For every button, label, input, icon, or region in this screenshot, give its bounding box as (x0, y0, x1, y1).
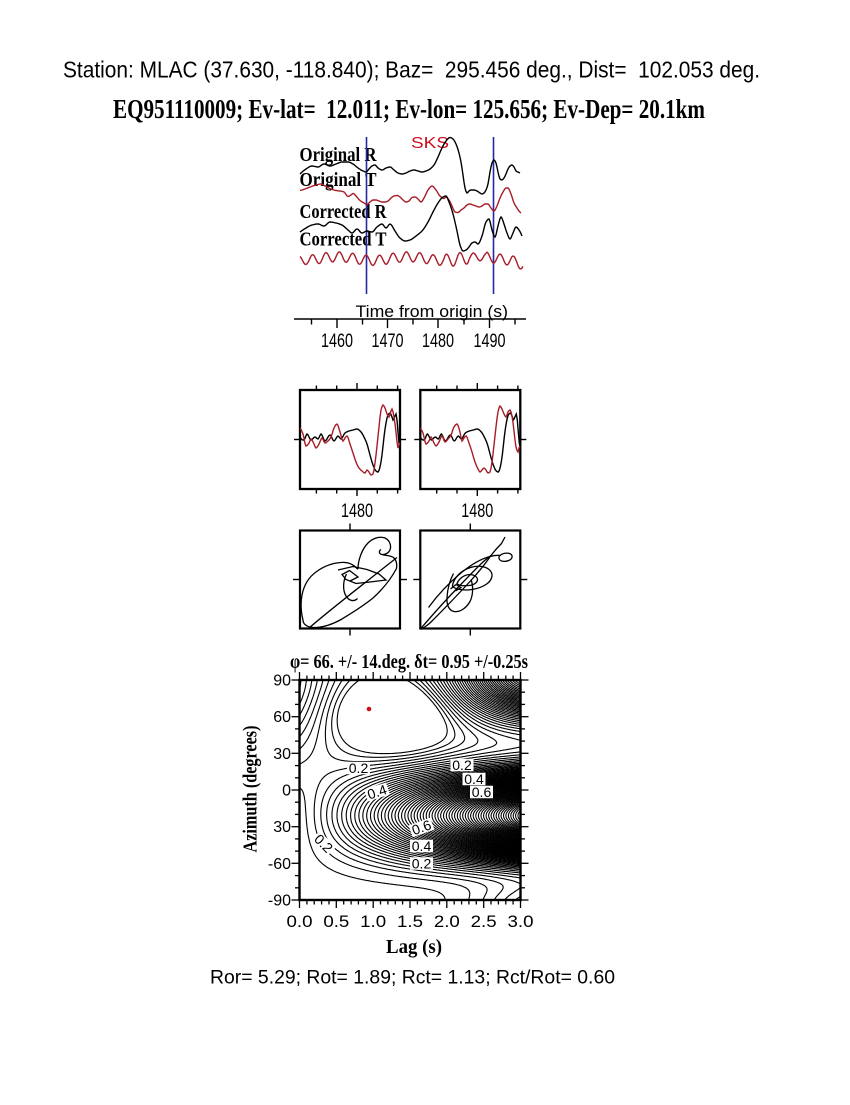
svg-text:EQ951110009; Ev-lat= 12.011;: EQ951110009; Ev-lat= 12.011; Ev-lon= 125… (113, 94, 705, 124)
svg-text:90: 90 (273, 673, 291, 690)
svg-text:0.4: 0.4 (365, 781, 389, 802)
svg-text:1470: 1470 (372, 331, 404, 352)
svg-text:3.0: 3.0 (507, 912, 533, 931)
svg-text:0.4: 0.4 (412, 838, 432, 854)
svg-text:0.6: 0.6 (410, 816, 434, 838)
svg-text:Station: MLAC (37.630, -118.84: Station: MLAC (37.630, -118.840); Baz= 2… (63, 57, 760, 83)
svg-text:0: 0 (282, 783, 291, 800)
svg-text:2.5: 2.5 (471, 912, 497, 931)
svg-text:Time from origin (s): Time from origin (s) (356, 302, 509, 321)
svg-text:0.6: 0.6 (472, 784, 492, 800)
svg-text:0.2: 0.2 (412, 855, 432, 871)
svg-text:Azimuth (degrees): Azimuth (degrees) (240, 726, 262, 853)
svg-text:Ror= 5.29; Rot= 1.89; Rct= 1.1: Ror= 5.29; Rot= 1.89; Rct= 1.13; Rct/Rot… (210, 968, 615, 989)
svg-text:0.2: 0.2 (452, 757, 472, 773)
svg-text:0.4: 0.4 (464, 771, 484, 787)
svg-text:Corrected T: Corrected T (300, 229, 388, 251)
svg-text:SKS: SKS (411, 135, 449, 152)
svg-text:Original T: Original T (300, 169, 378, 191)
svg-text:2.0: 2.0 (434, 912, 460, 931)
svg-text:60: 60 (273, 709, 291, 726)
svg-text:Corrected R: Corrected R (300, 201, 387, 223)
svg-text:0.2: 0.2 (349, 760, 369, 776)
svg-text:Lag (s): Lag (s) (386, 936, 442, 958)
svg-text:-90: -90 (268, 893, 291, 910)
svg-text:30: 30 (273, 819, 291, 836)
svg-text:30: 30 (273, 746, 291, 763)
svg-text:-60: -60 (268, 856, 291, 873)
svg-text:φ= 66. +/- 14.deg. δt= 0.95 +/: φ= 66. +/- 14.deg. δt= 0.95 +/-0.25s (290, 651, 528, 673)
svg-text:1490: 1490 (474, 331, 506, 352)
svg-text:1.0: 1.0 (360, 912, 386, 931)
svg-text:0.0: 0.0 (287, 912, 313, 931)
svg-text:1480: 1480 (422, 331, 454, 352)
svg-text:1480: 1480 (341, 501, 373, 522)
svg-text:1.5: 1.5 (397, 912, 423, 931)
svg-text:1460: 1460 (321, 331, 353, 352)
svg-text:1480: 1480 (461, 501, 493, 522)
svg-text:0.5: 0.5 (323, 912, 349, 931)
svg-text:Original R: Original R (300, 144, 377, 166)
